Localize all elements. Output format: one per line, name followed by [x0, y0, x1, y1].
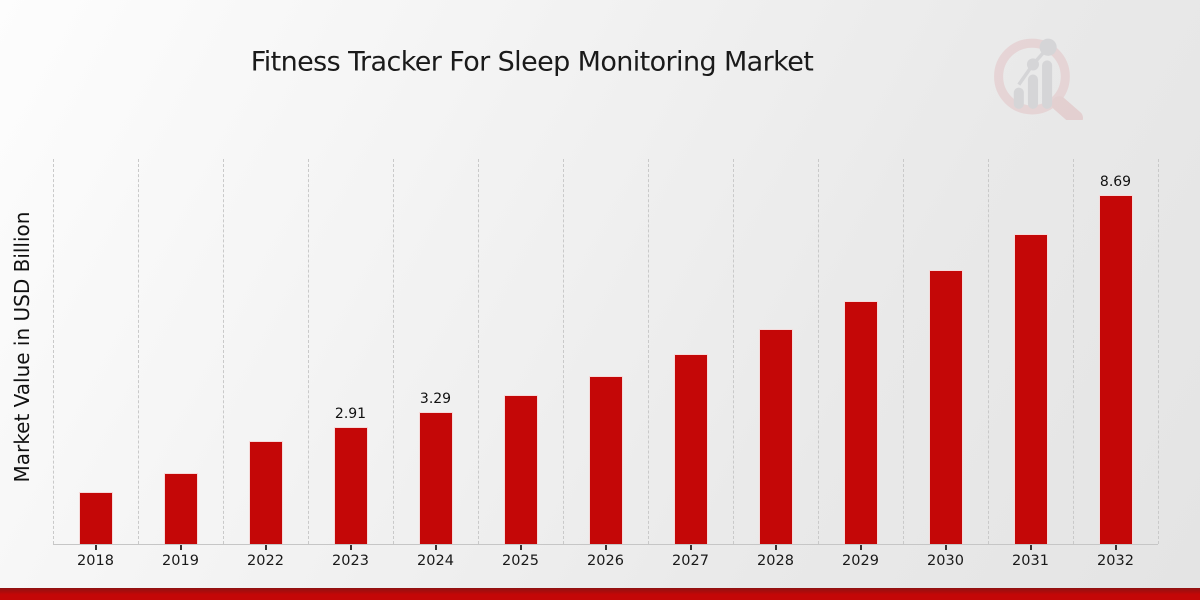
x-axis-tick: [264, 545, 267, 550]
bar-slot-2032: 8.69: [1073, 159, 1158, 544]
x-tick-label-2031: 2031: [1012, 553, 1049, 569]
chart-title: Fitness Tracker For Sleep Monitoring Mar…: [250, 46, 814, 78]
bar-2028: [758, 329, 793, 544]
x-tick-label-2027: 2027: [672, 553, 709, 569]
x-tick-label-2028: 2028: [757, 553, 794, 569]
x-axis-tick: [1029, 545, 1032, 550]
bar-2029: [843, 300, 878, 544]
gridline: [223, 159, 224, 544]
gridline: [563, 159, 564, 544]
bar-2022: [248, 440, 283, 544]
bar-2026: [588, 375, 623, 544]
gridline: [1073, 159, 1074, 544]
footer-accent-strip: [0, 588, 1200, 600]
bar-slot-2023: 2.91: [308, 159, 393, 544]
bar-slot-2028: [733, 159, 818, 544]
gridline: [818, 159, 819, 544]
bar-slot-2031: [988, 159, 1073, 544]
x-tick-label-2032: 2032: [1097, 553, 1134, 569]
bar-2019: [163, 472, 198, 544]
plot-area: 2.91 3.29 8.69: [53, 159, 1159, 545]
x-axis-tick: [349, 545, 352, 550]
bar-slot-2018: [53, 159, 138, 544]
bar-2027: [673, 353, 708, 544]
bar-value-label-2023: 2.91: [334, 406, 367, 423]
bar-value-label-2024: 3.29: [419, 390, 452, 407]
magnifier-bar-chart-watermark-icon: [994, 38, 1083, 120]
x-axis-tick: [519, 545, 522, 550]
gridline: [1158, 159, 1159, 544]
x-tick-label-2025: 2025: [502, 553, 539, 569]
x-tick-label-2029: 2029: [842, 553, 879, 569]
gridline: [138, 159, 139, 544]
bar-slot-2025: [478, 159, 563, 544]
x-axis-tick: [1114, 545, 1117, 550]
bar-slot-2029: [818, 159, 903, 544]
bar-2018: [78, 491, 113, 544]
bar-2031: [1013, 233, 1048, 544]
gridline: [53, 159, 54, 544]
x-axis-tick: [604, 545, 607, 550]
gridline: [648, 159, 649, 544]
gridline: [733, 159, 734, 544]
bar-2024: [418, 411, 453, 544]
x-axis-tick: [689, 545, 692, 550]
x-axis-tick: [179, 545, 182, 550]
bar-slot-2026: [563, 159, 648, 544]
x-axis-tick: [944, 545, 947, 550]
bar-value-label-2032: 8.69: [1099, 173, 1132, 190]
x-tick-label-2024: 2024: [417, 553, 454, 569]
bar-2030: [928, 269, 963, 544]
x-axis-tick: [94, 545, 97, 550]
x-tick-label-2030: 2030: [927, 553, 964, 569]
bar-2023: [333, 427, 368, 544]
bar-slot-2019: [138, 159, 223, 544]
gridline: [903, 159, 904, 544]
x-axis-tick: [859, 545, 862, 550]
bar-slot-2027: [648, 159, 733, 544]
bar-2032: [1098, 194, 1133, 544]
x-tick-label-2022: 2022: [247, 553, 284, 569]
bar-2025: [503, 394, 538, 544]
x-tick-label-2023: 2023: [332, 553, 369, 569]
x-axis-tick: [434, 545, 437, 550]
y-axis-label: Market Value in USD Billion: [10, 211, 34, 483]
bar-slot-2024: 3.29: [393, 159, 478, 544]
bar-slot-2022: [223, 159, 308, 544]
x-tick-label-2019: 2019: [162, 553, 199, 569]
x-tick-label-2026: 2026: [587, 553, 624, 569]
bar-slot-2030: [903, 159, 988, 544]
gridline: [988, 159, 989, 544]
gridline: [393, 159, 394, 544]
gridline: [308, 159, 309, 544]
gridline: [478, 159, 479, 544]
x-axis-tick: [774, 545, 777, 550]
x-tick-label-2018: 2018: [77, 553, 114, 569]
